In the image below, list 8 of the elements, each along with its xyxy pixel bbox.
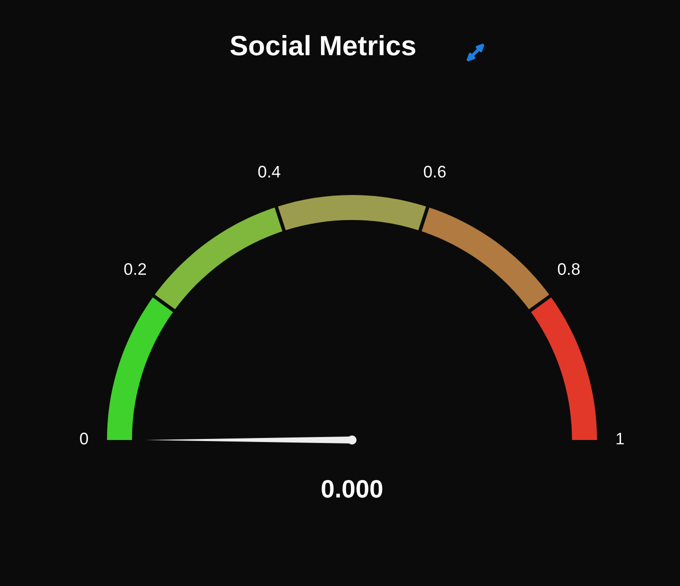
text: 0.000 (322, 480, 382, 498)
text: 1 (616, 432, 624, 444)
slice-label: 0.4 (258, 166, 280, 178)
chart-title: Social Metrics (230, 35, 416, 56)
slice-label: 0.6 (424, 166, 446, 178)
slice-label: 0.8 (558, 263, 580, 275)
slice-label: 0 (80, 432, 88, 444)
slice-label: 0.2 (124, 263, 146, 275)
